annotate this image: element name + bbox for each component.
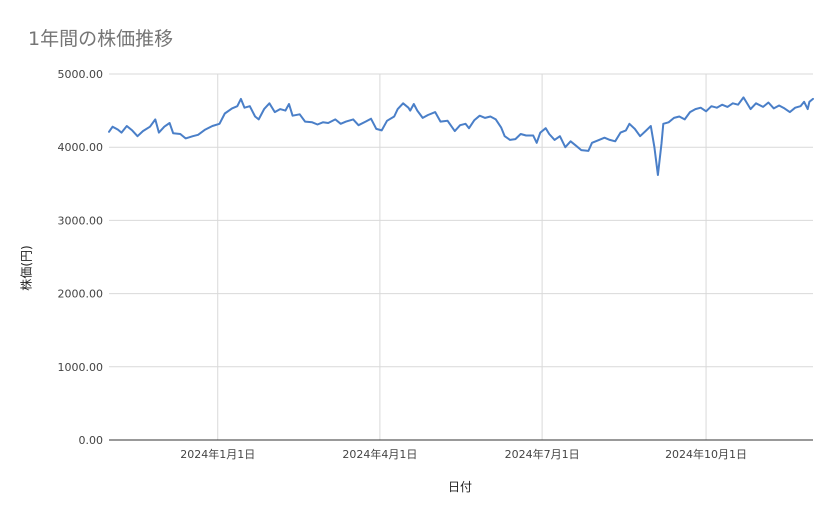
- y-tick-label: 3000.00: [58, 214, 104, 227]
- x-tick-label: 2024年4月1日: [342, 447, 417, 461]
- series-group: [108, 96, 814, 176]
- price-series-line: [108, 96, 814, 176]
- y-tick-label: 5000.00: [58, 68, 104, 81]
- chart-title: 1年間の株価推移: [28, 28, 174, 50]
- x-tick-label: 2024年7月1日: [505, 447, 580, 461]
- y-tick-label: 0.00: [79, 434, 104, 447]
- y-tick-label: 1000.00: [58, 361, 104, 374]
- gridlines: [109, 73, 813, 440]
- y-tick-label: 2000.00: [58, 288, 104, 301]
- x-tick-label: 2024年1月1日: [180, 447, 255, 461]
- x-axis-title: 日付: [447, 480, 473, 494]
- x-axis-ticks: 2024年1月1日 2024年4月1日 2024年7月1日 2024年10月1日: [180, 447, 747, 461]
- y-axis-ticks: 0.00 1000.00 2000.00 3000.00 4000.00 5000.00: [58, 68, 104, 447]
- y-tick-label: 4000.00: [58, 141, 104, 154]
- x-tick-label: 2024年10月1日: [665, 447, 747, 461]
